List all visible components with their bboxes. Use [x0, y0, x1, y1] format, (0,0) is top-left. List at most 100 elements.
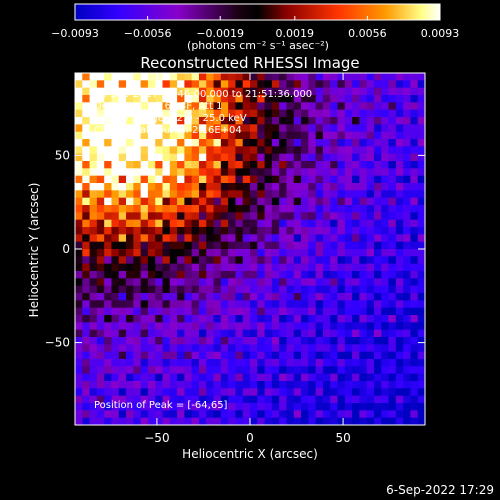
heatmap-cell: [308, 315, 317, 323]
heatmap-cell: [96, 351, 105, 360]
heatmap-cell: [104, 80, 113, 89]
heatmap-cell: [220, 183, 229, 191]
heatmap-cell: [286, 190, 295, 199]
heatmap-cell: [111, 124, 120, 133]
heatmap-cell: [162, 300, 171, 309]
heatmap-cell: [344, 117, 353, 125]
heatmap-cell: [359, 205, 368, 213]
heatmap-cell: [330, 80, 339, 89]
heatmap-cell: [104, 410, 113, 419]
heatmap-cell: [301, 329, 309, 338]
heatmap-cell: [366, 153, 375, 162]
heatmap-cell: [147, 124, 156, 133]
heatmap-cell: [155, 109, 164, 118]
heatmap-cell: [337, 109, 346, 118]
heatmap-cell: [96, 315, 105, 323]
heatmap-cell: [140, 146, 149, 155]
heatmap-cell: [228, 219, 237, 228]
heatmap-cell: [206, 190, 215, 199]
heatmap-cell: [96, 80, 105, 89]
heatmap-cell: [395, 278, 404, 287]
heatmap-cell: [82, 373, 91, 382]
heatmap-cell: [410, 263, 419, 272]
heatmap-cell: [257, 131, 266, 140]
heatmap-cell: [162, 117, 171, 125]
heatmap-cell: [381, 388, 390, 397]
heatmap-cell: [322, 80, 331, 89]
heatmap-cell: [89, 366, 98, 375]
heatmap-cell: [169, 87, 178, 96]
heatmap-cell: [220, 197, 229, 206]
heatmap-cell: [279, 256, 288, 265]
heatmap-cell: [191, 73, 200, 81]
heatmap-cell: [279, 227, 288, 235]
heatmap-cell: [82, 381, 91, 389]
heatmap-cell: [308, 256, 317, 265]
heatmap-cell: [89, 381, 98, 389]
heatmap-cell: [104, 168, 113, 177]
heatmap-cell: [381, 153, 390, 162]
heatmap-cell: [373, 293, 382, 301]
heatmap-cell: [315, 381, 324, 389]
heatmap-cell: [410, 175, 419, 184]
heatmap-cell: [257, 241, 266, 250]
heatmap-cell: [308, 285, 317, 294]
heatmap-cell: [330, 293, 339, 301]
heatmap-cell: [220, 337, 229, 345]
heatmap-cell: [381, 80, 390, 89]
heatmap-cell: [235, 293, 244, 301]
heatmap-cell: [82, 146, 91, 155]
heatmap-cell: [126, 381, 134, 389]
heatmap-cell: [104, 87, 113, 96]
heatmap-cell: [250, 263, 258, 272]
heatmap-cell: [169, 256, 178, 265]
heatmap-cell: [228, 124, 237, 133]
heatmap-cell: [228, 102, 237, 111]
heatmap-cell: [352, 403, 360, 411]
heatmap-cell: [359, 329, 368, 338]
heatmap-cell: [417, 395, 425, 404]
heatmap-cell: [206, 241, 215, 250]
heatmap-cell: [286, 417, 295, 425]
heatmap-cell: [184, 271, 193, 279]
heatmap-cell: [147, 403, 156, 411]
heatmap-cell: [271, 307, 280, 316]
heatmap-cell: [271, 190, 280, 199]
heatmap-cell: [286, 337, 295, 345]
heatmap-cell: [126, 388, 134, 397]
heatmap-cell: [373, 241, 382, 250]
heatmap-cell: [133, 212, 142, 221]
heatmap-cell: [264, 329, 273, 338]
heatmap-cell: [381, 109, 390, 118]
heatmap-cell: [147, 373, 156, 382]
heatmap-cell: [75, 329, 83, 338]
heatmap-cell: [308, 263, 317, 272]
heatmap-cell: [111, 403, 120, 411]
heatmap-cell: [359, 234, 368, 243]
heatmap-cell: [75, 359, 83, 367]
heatmap-cell: [191, 373, 200, 382]
heatmap-cell: [126, 278, 134, 287]
heatmap-cell: [359, 271, 368, 279]
heatmap-cell: [381, 315, 390, 323]
heatmap-cell: [213, 293, 222, 301]
heatmap-cell: [279, 417, 288, 425]
heatmap-cell: [271, 359, 280, 367]
heatmap-cell: [104, 351, 113, 360]
heatmap-cell: [308, 278, 317, 287]
heatmap-cell: [147, 161, 156, 169]
heatmap-cell: [177, 95, 185, 103]
heatmap-cell: [177, 219, 185, 228]
heatmap-cell: [373, 388, 382, 397]
heatmap-cell: [330, 307, 339, 316]
heatmap-cell: [111, 102, 120, 111]
heatmap-cell: [308, 212, 317, 221]
heatmap-cell: [191, 146, 200, 155]
heatmap-cell: [359, 381, 368, 389]
heatmap-cell: [177, 278, 185, 287]
heatmap-cell: [366, 351, 375, 360]
heatmap-cell: [82, 388, 91, 397]
heatmap-cell: [293, 388, 302, 397]
heatmap-cell: [96, 410, 105, 419]
heatmap-cell: [279, 80, 288, 89]
